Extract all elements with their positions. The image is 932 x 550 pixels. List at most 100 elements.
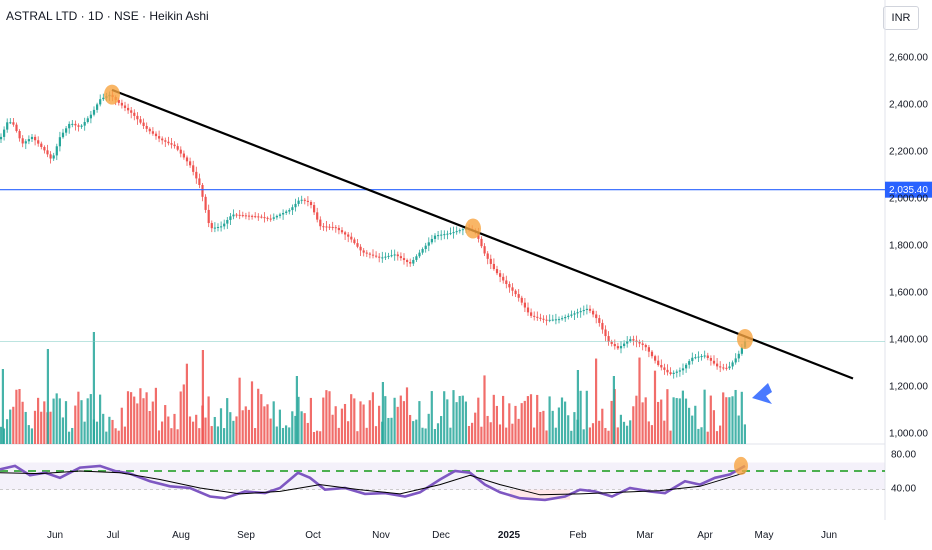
candle-body <box>257 216 260 218</box>
candle-body <box>235 214 238 216</box>
time-axis-label: May <box>755 530 774 541</box>
volume-bar <box>281 427 285 444</box>
candle-body <box>604 329 607 337</box>
candle-body <box>89 114 92 119</box>
volume-bar <box>55 393 58 444</box>
candle-body <box>226 219 229 224</box>
volume-bar <box>626 425 629 444</box>
volume-bar <box>300 411 303 444</box>
volume-bar <box>601 408 604 444</box>
volume-bar <box>567 415 570 444</box>
candle-body <box>282 212 285 215</box>
volume-bar <box>582 429 585 444</box>
candle-body <box>489 258 492 264</box>
candle-body <box>309 201 313 206</box>
candle-body <box>731 362 734 367</box>
candle-body <box>353 239 356 244</box>
volume-bar <box>288 427 291 444</box>
volume-bar <box>551 410 554 444</box>
volume-bar <box>80 400 83 444</box>
volume-bar <box>195 414 198 444</box>
highlight-marker <box>104 84 120 105</box>
volume-bar <box>536 394 539 444</box>
candle-body <box>260 216 263 218</box>
candle-body <box>322 226 325 228</box>
candle-body <box>511 287 514 291</box>
volume-bar <box>660 399 663 444</box>
candle-body <box>681 368 685 371</box>
volume-bar <box>697 428 700 444</box>
candle-body <box>74 123 77 126</box>
highlight-marker <box>737 329 753 349</box>
candle-body <box>557 319 561 321</box>
candle-body <box>564 316 567 319</box>
volume-bar <box>715 431 719 444</box>
volume-bar <box>387 417 390 444</box>
volume-bar <box>325 390 328 444</box>
volume-bar <box>737 415 740 444</box>
volume-bar <box>433 429 436 444</box>
volume-spike <box>92 332 95 444</box>
candle-body <box>706 355 709 358</box>
volume-bar <box>483 375 486 444</box>
candle-body <box>446 233 449 235</box>
candle-body <box>0 136 3 140</box>
volume-bar <box>37 397 40 444</box>
volume-bar <box>6 419 9 444</box>
candle-body <box>201 184 204 197</box>
candle-body <box>285 211 288 213</box>
volume-bar <box>145 392 148 444</box>
volume-bar <box>192 421 195 444</box>
volume-bar <box>64 401 68 444</box>
volume-bar <box>130 392 133 444</box>
candle-body <box>697 356 700 358</box>
candle-body <box>616 346 619 349</box>
candle-body <box>21 138 24 144</box>
currency-button[interactable]: INR <box>883 6 919 30</box>
volume-bar <box>703 389 706 444</box>
volume-bar <box>514 405 517 444</box>
volume-bar <box>105 431 108 444</box>
volume-bar <box>322 397 325 444</box>
candle-body <box>499 273 502 277</box>
volume-spike <box>576 370 579 444</box>
volume-bar <box>148 410 151 444</box>
volume-bar <box>619 414 622 444</box>
rsi-layer <box>0 456 885 502</box>
candle-body <box>6 122 9 130</box>
arrow-marker <box>752 383 772 404</box>
candle-body <box>117 99 120 103</box>
time-axis-label: Oct <box>305 530 321 541</box>
volume-bar <box>86 398 89 444</box>
volume-bar <box>0 426 3 444</box>
volume-bar <box>213 416 216 444</box>
candle-body <box>24 141 27 144</box>
candle-body <box>712 360 716 364</box>
candle-body <box>536 316 539 318</box>
volume-bar <box>461 395 464 444</box>
volume-bar <box>595 358 598 444</box>
candle-body <box>486 253 489 259</box>
candle-body <box>340 230 344 233</box>
candle-body <box>303 199 306 201</box>
candle-body <box>148 128 151 132</box>
volume-bar <box>353 398 356 444</box>
candle-body <box>362 250 365 253</box>
candle-body <box>65 128 68 133</box>
candle-body <box>189 161 192 166</box>
volume-bar <box>142 398 145 444</box>
volume-bar <box>114 428 117 444</box>
candle-body <box>365 252 368 254</box>
volume-bar <box>610 400 613 444</box>
volume-bar <box>464 401 467 444</box>
candle-body <box>601 322 604 330</box>
candle-body <box>530 312 533 316</box>
candle-body <box>480 238 483 247</box>
volume-bar <box>257 388 260 444</box>
candle-body <box>316 212 319 220</box>
candle-body <box>626 341 629 344</box>
volume-bar <box>452 390 455 444</box>
time-axis-label: Dec <box>432 530 450 541</box>
candle-body <box>387 255 390 257</box>
